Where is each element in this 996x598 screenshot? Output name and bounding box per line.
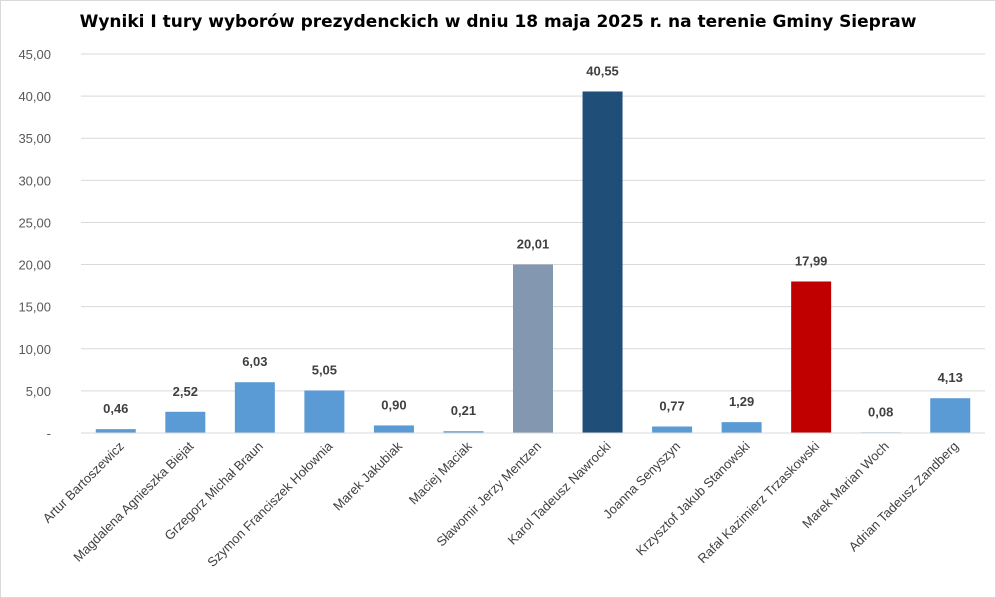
y-tick-label: 25,00 <box>18 215 51 230</box>
bar <box>513 264 553 433</box>
data-label: 17,99 <box>795 253 828 268</box>
bar <box>95 429 136 433</box>
data-label: 0,21 <box>451 403 476 418</box>
bar <box>165 411 206 433</box>
x-tick-label: Szymon Franciszek Hołownia <box>204 438 336 570</box>
chart-title: Wyniki I tury wyborów prezydenckich w dn… <box>79 12 917 32</box>
y-axis: - 5,00 10,00 15,00 20,00 25,00 30,00 35,00 40,00… <box>18 47 51 441</box>
y-tick-label: - <box>47 426 51 441</box>
data-label: 0,46 <box>103 401 128 416</box>
y-tick-label: 30,00 <box>18 173 51 188</box>
bar <box>582 91 623 434</box>
data-label: 4,13 <box>938 370 963 385</box>
data-label: 0,90 <box>381 397 406 412</box>
bar <box>791 281 832 433</box>
data-label: 0,08 <box>868 404 893 419</box>
x-tick-label: Rafał Kazimierz Trzaskowski <box>695 438 823 566</box>
y-tick-label: 20,00 <box>18 258 51 273</box>
x-tick-label: Krzysztof Jakub Stanowski <box>633 438 753 558</box>
y-tick-label: 35,00 <box>18 131 51 146</box>
bar <box>652 426 693 433</box>
data-label: 0,77 <box>659 399 684 414</box>
bar <box>930 398 971 433</box>
data-label: 6,03 <box>242 354 267 369</box>
y-tick-label: 5,00 <box>26 384 51 399</box>
y-tick-label: 10,00 <box>18 342 51 357</box>
x-tick-label: Maciej Maciak <box>406 438 475 507</box>
bar <box>304 390 345 433</box>
data-label: 5,05 <box>312 362 337 377</box>
bar <box>443 431 484 433</box>
data-label: 20,01 <box>517 236 550 251</box>
data-label: 1,29 <box>729 394 754 409</box>
bar <box>373 425 414 433</box>
y-tick-label: 45,00 <box>18 47 51 62</box>
data-label: 40,55 <box>586 63 619 78</box>
y-tick-label: 40,00 <box>18 89 51 104</box>
bar <box>721 422 762 433</box>
data-label: 2,52 <box>173 384 198 399</box>
x-tick-label: Marek Jakubiak <box>330 438 405 513</box>
bars <box>95 91 971 434</box>
bar <box>234 382 275 433</box>
y-tick-label: 15,00 <box>18 300 51 315</box>
x-tick-label: Magdalena Agnieszka Biejat <box>70 438 196 564</box>
data-labels: 0,46 2,52 6,03 5,05 0,90 0,21 20,01 40,55 0,77 1,… <box>103 63 963 419</box>
